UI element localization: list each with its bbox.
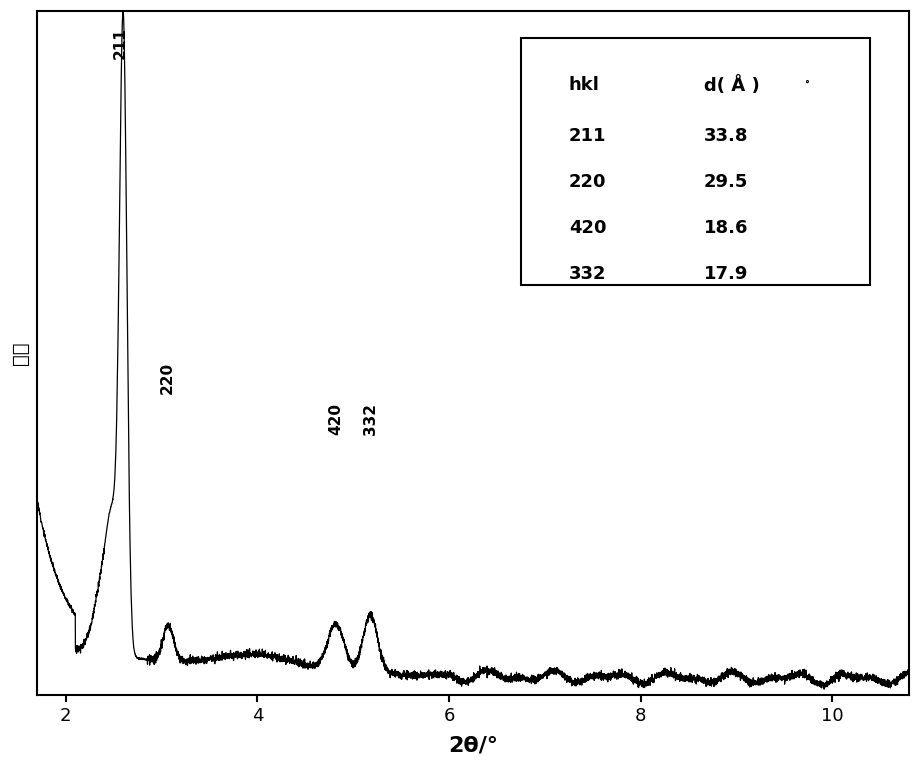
Text: 18.6: 18.6 bbox=[703, 219, 748, 237]
Y-axis label: 强度: 强度 bbox=[11, 341, 30, 365]
Text: 332: 332 bbox=[568, 265, 606, 283]
Text: 33.8: 33.8 bbox=[703, 127, 748, 146]
Text: 211: 211 bbox=[113, 28, 128, 59]
Text: 17.9: 17.9 bbox=[703, 265, 747, 283]
Text: 420: 420 bbox=[568, 219, 606, 237]
Text: d( Å ): d( Å ) bbox=[703, 76, 759, 95]
Bar bbox=[520, 38, 868, 285]
Text: 220: 220 bbox=[160, 362, 175, 394]
Text: hkl: hkl bbox=[568, 76, 599, 94]
Text: 211: 211 bbox=[568, 127, 606, 146]
Text: 29.5: 29.5 bbox=[703, 173, 747, 191]
X-axis label: 2θ/°: 2θ/° bbox=[448, 736, 497, 756]
Text: 220: 220 bbox=[568, 173, 606, 191]
Text: 420: 420 bbox=[328, 403, 343, 435]
Text: °: ° bbox=[803, 80, 809, 90]
Text: 332: 332 bbox=[363, 403, 378, 435]
